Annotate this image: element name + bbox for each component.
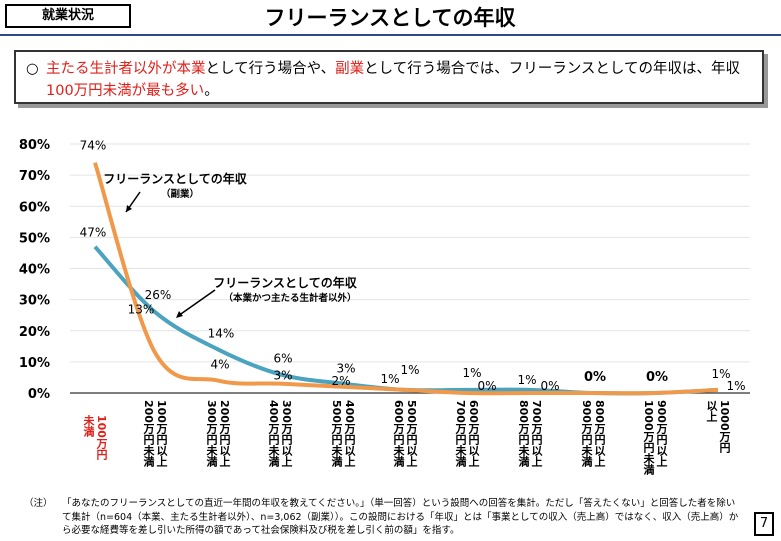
- data-label: 1%: [726, 379, 745, 393]
- x-tick-label: 800万円以上 900万円未満: [580, 400, 606, 467]
- page-number: 7: [754, 512, 774, 536]
- data-label: 4%: [210, 358, 229, 372]
- summary-part: 。: [204, 83, 219, 99]
- data-label: 13%: [128, 303, 155, 317]
- y-tick-label: 50%: [19, 231, 50, 246]
- summary-part: 副業: [335, 61, 365, 77]
- y-tick-label: 0%: [28, 387, 50, 402]
- footnote-label: （注）: [24, 498, 53, 509]
- data-label: 0%: [540, 379, 559, 393]
- data-label: 1%: [400, 363, 419, 377]
- x-tick-label: 300万円以上 400万円未満: [267, 400, 293, 467]
- y-tick-label: 70%: [19, 169, 50, 184]
- title-divider: [0, 34, 781, 36]
- footnote-text: 「あなたのフリーランスとしての直近一年間の年収を教えてください。」（単一回答）と…: [62, 498, 739, 536]
- summary-box: ○ 主たる生計者以外が本業として行う場合や、副業として行う場合では、フリーランス…: [14, 50, 764, 104]
- x-tick-label: 500万円以上 600万円未満: [392, 400, 418, 467]
- footnote: （注） 「あなたのフリーランスとしての直近一年間の年収を教えてください。」（単一…: [24, 497, 744, 538]
- page-title: フリーランスとしての年収: [264, 6, 516, 30]
- data-label: 74%: [80, 139, 107, 153]
- summary-text: 主たる生計者以外が本業として行う場合や、副業として行う場合では、フリーランスとし…: [46, 61, 740, 99]
- side-job-legend-label-sub: （副業）: [161, 188, 199, 200]
- y-tick-label: 30%: [19, 294, 50, 309]
- data-label: 3%: [336, 362, 355, 376]
- x-tick-label: 100万円 未満: [82, 415, 108, 460]
- y-tick-label: 20%: [19, 325, 50, 340]
- data-label: 1%: [380, 372, 399, 386]
- arrow-head: [126, 205, 132, 212]
- data-label: 2%: [331, 374, 350, 388]
- y-tick-label: 80%: [19, 138, 50, 153]
- arrow-head: [176, 311, 183, 318]
- data-label: 26%: [145, 288, 172, 302]
- section-tag: 就業状況: [5, 4, 131, 28]
- data-label: 1%: [462, 366, 481, 380]
- x-tick-label: 400万円以上 500万円未満: [330, 400, 356, 467]
- data-label: 1%: [517, 373, 536, 387]
- x-tick-label: 600万円以上 700万円未満: [454, 400, 480, 467]
- data-label: 0%: [584, 370, 606, 385]
- side-job-income-line: [93, 162, 719, 396]
- data-label: 3%: [273, 369, 292, 383]
- data-label: 14%: [208, 326, 235, 340]
- x-tick-label: 900万円以上 1000万円未満: [642, 400, 668, 475]
- bullet-icon: ○: [26, 61, 39, 77]
- main-job-legend-label: フリーランスとしての年収: [213, 275, 357, 290]
- x-tick-label: 200万円以上 300万円未満: [205, 400, 231, 467]
- summary-part: として行う場合では、フリーランスとしての年収は、年収: [364, 61, 740, 77]
- legend-arrow: [177, 289, 216, 317]
- data-label: 0%: [477, 379, 496, 393]
- data-label: 47%: [80, 226, 107, 240]
- data-label: 6%: [273, 351, 292, 365]
- x-tick-label: 1000万円 以上: [705, 400, 731, 453]
- y-tick-label: 40%: [19, 263, 50, 278]
- data-label: 0%: [646, 370, 668, 385]
- main-job-legend-label-sub: （本業かつ主たる生計者以外）: [223, 292, 356, 304]
- side-job-legend-label: フリーランスとしての年収: [103, 171, 247, 186]
- summary-part: 100万円未満が最も多い: [46, 83, 205, 99]
- summary-part: 主たる生計者以外が本業: [46, 61, 206, 77]
- y-tick-label: 60%: [19, 200, 50, 215]
- data-label: 1%: [711, 367, 730, 381]
- summary-part: として行う場合や、: [205, 61, 336, 77]
- y-tick-label: 10%: [19, 356, 50, 371]
- x-tick-label: 100万円以上 200万円未満: [142, 400, 168, 467]
- x-tick-label: 700万円以上 800万円未満: [517, 400, 543, 467]
